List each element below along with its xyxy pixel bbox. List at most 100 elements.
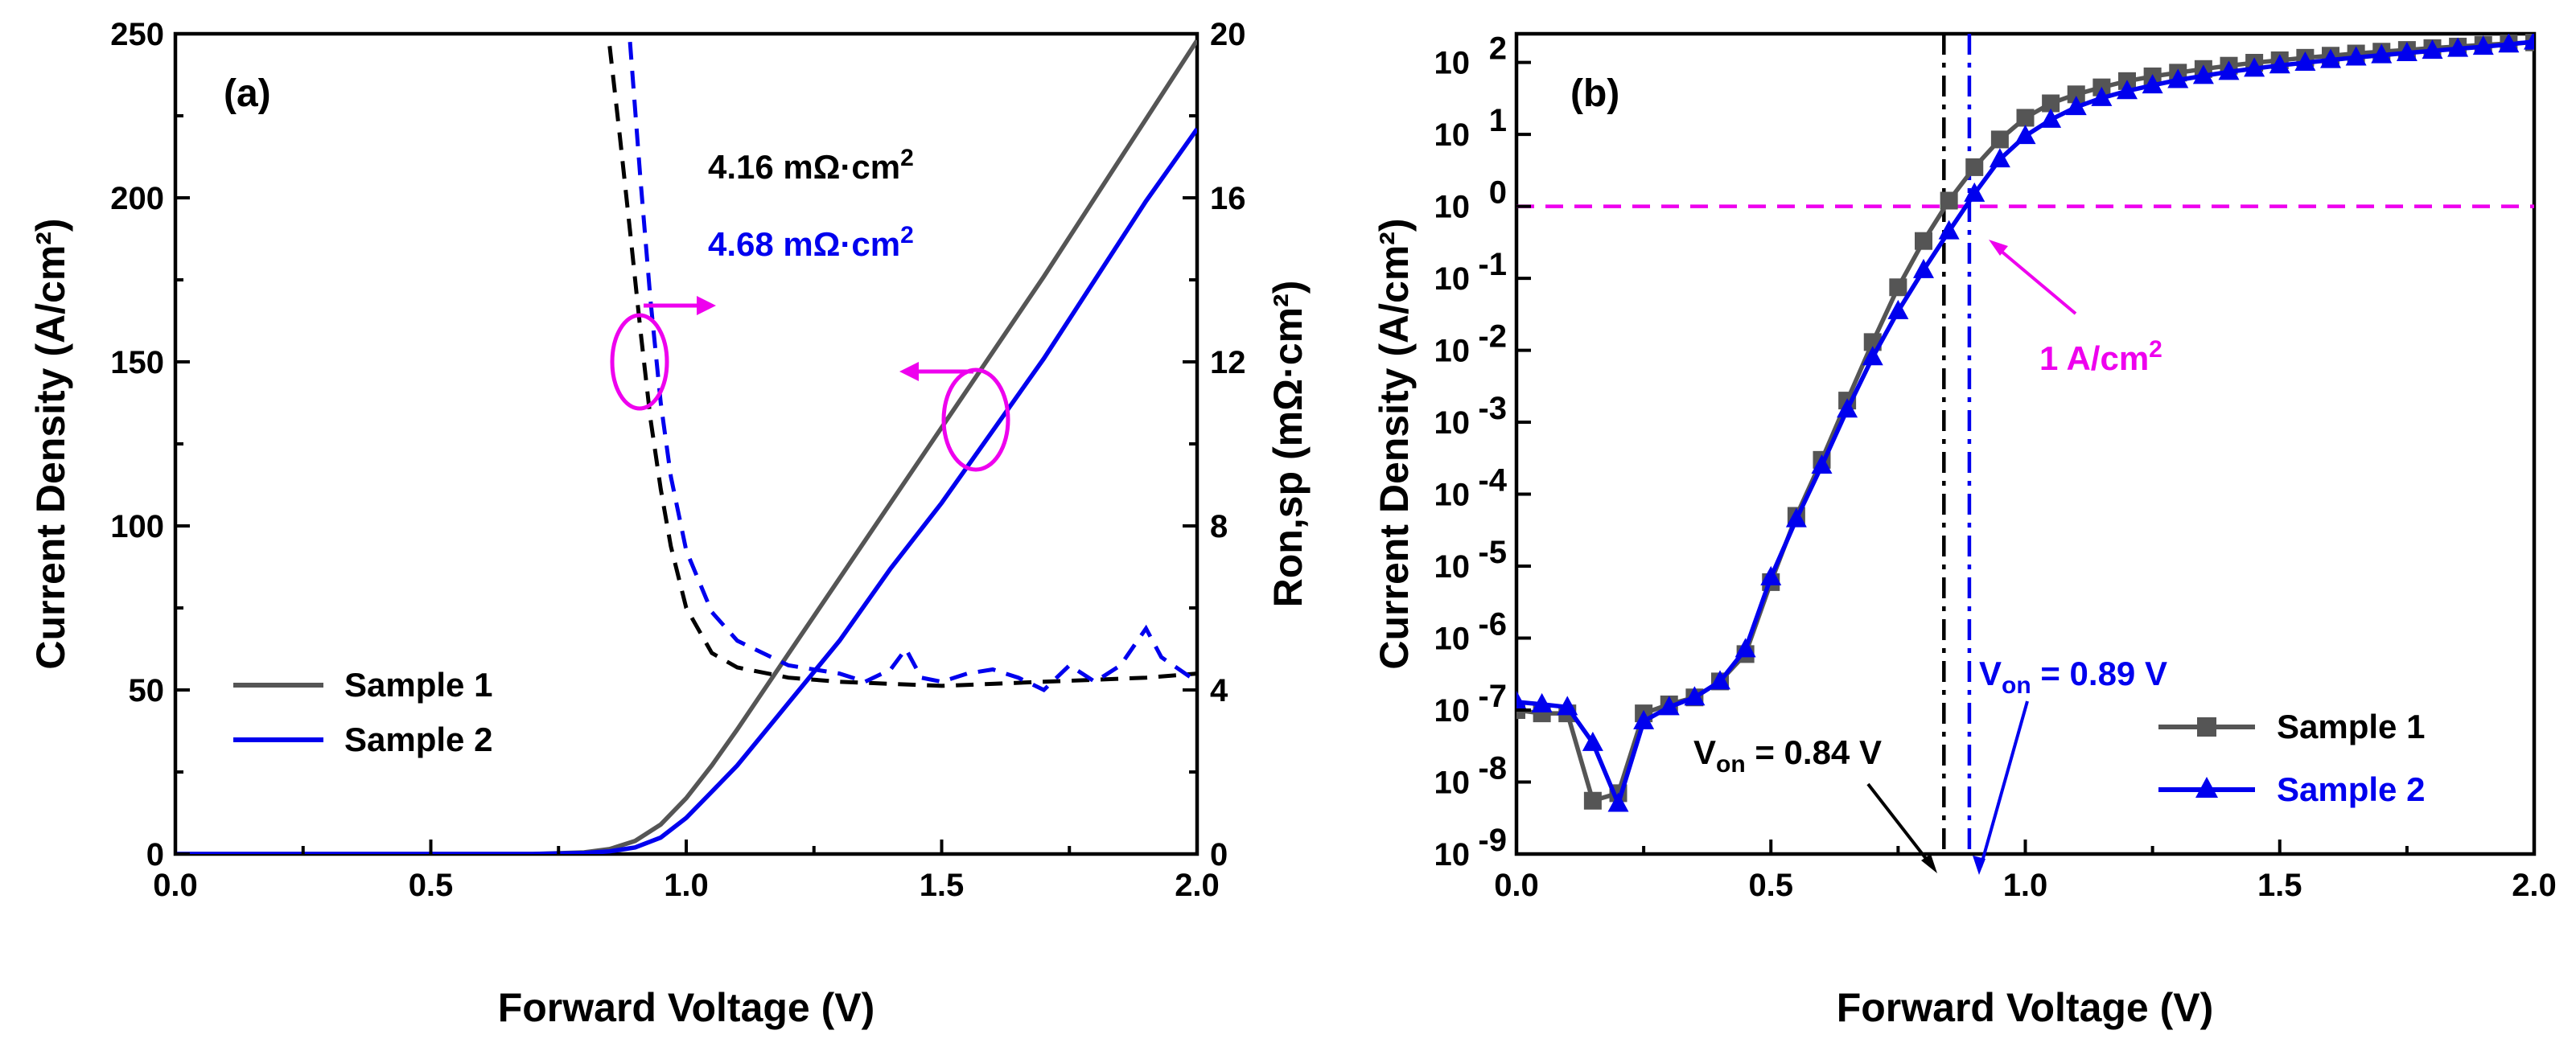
y2-tick-label-5: 20 [1210, 17, 1246, 52]
y-tick-label-b-10: 10 [1434, 117, 1471, 153]
y-tick-exponent-b-10: 1 [1489, 103, 1507, 138]
panel-b-arrows [1866, 240, 2077, 875]
y-tick-exponent-b-9: 0 [1489, 175, 1507, 211]
x-tick-label-4: 2.0 [1175, 868, 1220, 903]
y-tick-exponent-b-4: -5 [1478, 535, 1507, 570]
data-point-sample-2 [2524, 34, 2534, 50]
right-axis-marker-ellipse [610, 313, 669, 411]
y-tick-label-3: 150 [110, 345, 164, 380]
x-tick-label-1: 0.5 [409, 868, 454, 903]
data-point-sample-2 [2498, 34, 2520, 53]
x-tick-label-3: 1.5 [920, 868, 965, 903]
data-point-sample-2 [2345, 46, 2367, 66]
ron-annotation-sample-2: 4.68 mΩ·cm2 [708, 222, 914, 263]
panel-a-x-axis: 0.0 0.5 1.0 1.5 2.0 [153, 840, 1220, 903]
y-tick-label-b-6: 10 [1434, 405, 1471, 441]
data-point-sample-2 [2117, 80, 2138, 100]
y-tick-label-b-2: 10 [1434, 693, 1471, 729]
x-tick-label-b-0: 0.0 [1494, 868, 1539, 903]
panel-a-chart: 0.0 0.5 1.0 1.5 2.0 0 50 100 150 200 250 0 4 8 12 16 2… [28, 17, 1311, 1030]
data-point-sample-2 [1582, 731, 1603, 751]
x-tick-label-2: 1.0 [664, 868, 709, 903]
von-annotation-sample-2: Von = 0.89 V [1979, 655, 2167, 699]
y2-tick-label-0: 0 [1210, 837, 1228, 872]
series-line-sample-1 [175, 39, 1197, 854]
data-point-sample-2 [1887, 299, 1909, 319]
y-tick-exponent-b-7: -2 [1478, 319, 1507, 355]
data-point-sample-2 [1684, 686, 1706, 706]
data-point-sample-2 [2294, 51, 2316, 72]
data-point-sample-2 [2244, 57, 2265, 77]
data-point-sample-2 [1710, 670, 1730, 690]
y-tick-label-b-11: 10 [1434, 46, 1471, 81]
y-tick-label-b-7: 10 [1434, 334, 1471, 369]
x-tick-label-b-4: 2.0 [2512, 868, 2557, 903]
data-point-sample-1 [1915, 232, 1932, 250]
y-tick-label-b-5: 10 [1434, 478, 1471, 513]
y2-tick-label-1: 4 [1210, 673, 1228, 708]
data-point-sample-1 [1965, 158, 1984, 176]
legend-marker-sample-1-b [2197, 717, 2216, 737]
data-point-sample-2 [2320, 48, 2341, 68]
y-tick-exponent-b-5: -4 [1478, 463, 1507, 499]
y-tick-exponent-b-2: -7 [1478, 679, 1507, 714]
x-tick-label-b-2: 1.0 [2003, 868, 2048, 903]
y-tick-exponent-b-3: -6 [1478, 607, 1507, 643]
y-tick-label-b-9: 10 [1434, 190, 1471, 225]
x-tick-label-b-3: 1.5 [2257, 868, 2302, 903]
data-point-sample-2 [2192, 64, 2214, 84]
y-tick-exponent-b-11: 2 [1489, 31, 1507, 67]
data-point-sample-2 [1913, 258, 1934, 278]
data-point-sample-2 [2269, 54, 2290, 74]
data-point-sample-2 [2396, 41, 2418, 61]
data-point-sample-2 [2447, 37, 2469, 57]
y-tick-exponent-b-1: -8 [1478, 751, 1507, 786]
data-point-sample-2 [2167, 68, 2189, 88]
y-tick-label-0: 0 [146, 837, 164, 872]
von-annotation-sample-1: Von = 0.84 V [1693, 733, 1882, 778]
series-line-sample-2-ron-sp [628, 42, 1197, 693]
panel-a-y-axis-left: 0 50 100 150 200 250 [110, 17, 190, 872]
arrowhead-current-reference [1989, 240, 2008, 256]
x-tick-label-0: 0.0 [153, 868, 198, 903]
left-axis-arrowhead [899, 362, 919, 381]
panel-a-y2-axis-label: Ron,sp (mΩ·cm²) [1265, 281, 1311, 608]
panel-a-label: (a) [224, 72, 271, 115]
panel-a-legend: Sample 1 Sample 2 [233, 666, 492, 758]
y2-tick-label-3: 12 [1210, 345, 1246, 380]
data-point-sample-2 [2422, 39, 2443, 60]
panel-b-y-axis: 10-910-810-710-610-510-410-310-210-110 01… [1434, 31, 1531, 872]
data-point-sample-2 [2091, 86, 2113, 106]
arrow-to-current-reference [1994, 244, 2077, 315]
ron-annotation-sample-1: 4.16 mΩ·cm2 [708, 145, 914, 186]
data-point-sample-2 [1607, 792, 1629, 812]
data-point-sample-2 [2218, 60, 2240, 80]
legend-marker-sample-2-b [2195, 777, 2218, 798]
axis-direction-markers [610, 296, 1010, 472]
y-tick-label-b-4: 10 [1434, 549, 1471, 585]
data-point-sample-2 [1531, 692, 1553, 712]
panel-b-y-axis-label: Current Density (A/cm²) [1372, 218, 1417, 669]
data-point-sample-1 [2042, 94, 2060, 113]
arrow-to-von-sample-1 [1866, 782, 1934, 868]
panel-a-y-axis-label: Current Density (A/cm²) [28, 218, 73, 669]
y-tick-label-4: 200 [110, 181, 164, 216]
y-tick-label-2: 100 [110, 509, 164, 544]
y-tick-exponent-b-6: -3 [1478, 391, 1507, 426]
y-tick-exponent-b-8: -1 [1478, 247, 1507, 282]
data-point-sample-1 [1990, 130, 2009, 149]
data-point-sample-2 [1862, 346, 1883, 366]
data-point-sample-2 [1516, 690, 1527, 710]
y2-tick-label-4: 16 [1210, 181, 1246, 216]
legend-label-sample-2-b: Sample 2 [2277, 770, 2425, 808]
data-point-sample-1 [1940, 191, 1958, 210]
data-point-sample-2 [1760, 565, 1782, 585]
y-tick-label-1: 50 [129, 673, 165, 708]
data-point-sample-1 [2016, 109, 2035, 127]
data-point-sample-2 [1658, 696, 1680, 716]
series-line-sample-1-ron-sp [607, 46, 1197, 688]
data-point-sample-2 [2014, 125, 2036, 145]
arrowhead-von-sample-2 [1973, 856, 1985, 875]
data-point-sample-2 [1785, 507, 1807, 528]
legend-label-sample-1-b: Sample 1 [2277, 708, 2425, 745]
